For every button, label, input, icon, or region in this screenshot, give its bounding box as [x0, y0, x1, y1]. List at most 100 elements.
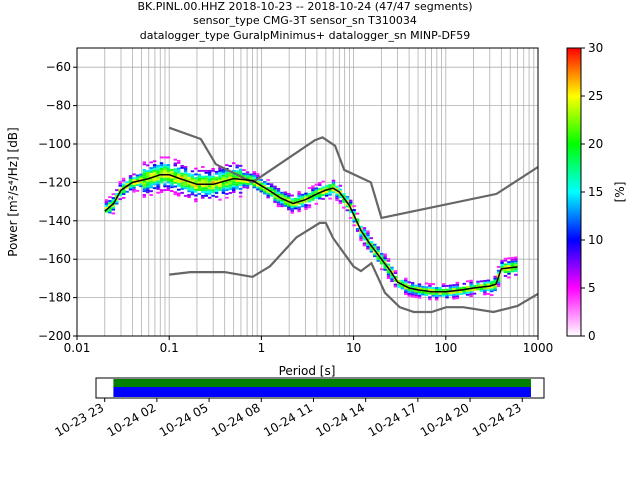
histogram-cell [214, 176, 219, 179]
histogram-cell [180, 184, 184, 187]
histogram-cell [225, 177, 229, 180]
histogram-cell [201, 194, 205, 197]
histogram-cell [345, 209, 349, 212]
histogram-cell [379, 268, 384, 271]
histogram-cell [194, 184, 198, 187]
histogram-cell [417, 283, 422, 286]
histogram-cell [166, 169, 171, 172]
histogram-cell [441, 294, 446, 297]
histogram-cell [262, 190, 267, 193]
histogram-cell [149, 174, 153, 177]
histogram-cell [338, 188, 343, 191]
histogram-cell [321, 197, 325, 200]
histogram-cell [187, 196, 191, 198]
histogram-cell [355, 224, 360, 227]
histogram-cell [146, 183, 150, 186]
histogram-cell [238, 187, 243, 190]
histogram-cell [465, 291, 470, 294]
histogram-cell [259, 190, 263, 193]
histogram-cell [366, 241, 370, 244]
histogram-cell [176, 161, 181, 164]
histogram-cell [152, 164, 157, 167]
histogram-cell [335, 197, 339, 200]
histogram-cell [104, 199, 109, 202]
histogram-cell [338, 184, 343, 187]
histogram-cell [376, 259, 380, 262]
time-tick-label: 10-24 02 [105, 400, 159, 439]
time-tick-label: 10-24 14 [313, 400, 367, 439]
histogram-cell [156, 182, 160, 185]
histogram-cell [197, 173, 202, 176]
histogram-cell [176, 173, 181, 176]
histogram-cell [321, 186, 325, 189]
histogram-cell [166, 189, 171, 192]
histogram-cell [476, 280, 480, 283]
histogram-cell [180, 191, 184, 194]
histogram-cell [156, 176, 160, 179]
histogram-cell [149, 178, 153, 181]
histogram-cell [417, 296, 422, 299]
histogram-cell [455, 281, 460, 284]
histogram-cell [290, 207, 294, 210]
y-tick-label: −100 [38, 137, 71, 151]
histogram-cell [355, 229, 360, 232]
histogram-cell [445, 288, 449, 291]
histogram-cell [352, 216, 356, 219]
histogram-cell [245, 180, 250, 183]
histogram-cell [245, 182, 250, 185]
y-tick-label: −120 [38, 175, 71, 189]
histogram-cell [176, 169, 181, 172]
histogram-cell [163, 177, 167, 180]
histogram-cell [142, 195, 147, 198]
histogram-cell [256, 186, 260, 189]
histogram-cell [290, 204, 294, 207]
histogram-cell [434, 287, 439, 289]
histogram-cell [345, 205, 349, 208]
histogram-cell [194, 198, 198, 201]
histogram-cell [493, 287, 497, 290]
histogram-cell [204, 189, 208, 192]
histogram-cell [469, 291, 473, 294]
histogram-cell [383, 268, 387, 271]
histogram-cell [194, 188, 198, 191]
histogram-cell [345, 199, 349, 202]
histogram-cell [414, 284, 418, 287]
histogram-cell [135, 174, 140, 177]
histogram-cell [290, 209, 294, 212]
histogram-cell [187, 194, 191, 197]
histogram-cell [187, 184, 191, 187]
histogram-cell [128, 180, 133, 183]
histogram-cell [166, 181, 171, 184]
histogram-cell [314, 197, 319, 200]
histogram-cell [469, 289, 473, 292]
histogram-cell [362, 229, 367, 231]
histogram-cell [510, 262, 515, 265]
histogram-cell [194, 173, 198, 176]
histogram-cell [104, 210, 109, 213]
histogram-cell [211, 177, 215, 180]
histogram-cell [297, 192, 301, 195]
histogram-cell [379, 262, 384, 265]
histogram-cell [170, 186, 174, 189]
histogram-cell [214, 190, 219, 193]
histogram-cell [269, 194, 274, 197]
histogram-cell [373, 251, 377, 254]
histogram-cell [204, 181, 208, 184]
histogram-cell [201, 177, 205, 180]
histogram-cell [324, 192, 329, 195]
histogram-cell [355, 218, 360, 221]
histogram-cell [194, 177, 198, 180]
histogram-cell [318, 182, 322, 185]
histogram-cell [197, 175, 202, 178]
histogram-cell [221, 182, 226, 185]
histogram-cell [386, 257, 391, 260]
histogram-cell [269, 187, 274, 190]
histogram-cell [221, 178, 226, 181]
noise-model-nhnm [168, 126, 539, 220]
histogram-cell [259, 186, 263, 189]
colorbar-tick-label: 10 [588, 233, 603, 247]
histogram-cell [287, 202, 291, 205]
histogram-cell [314, 195, 319, 198]
histogram-cell [173, 177, 177, 180]
histogram-cell [252, 172, 257, 175]
